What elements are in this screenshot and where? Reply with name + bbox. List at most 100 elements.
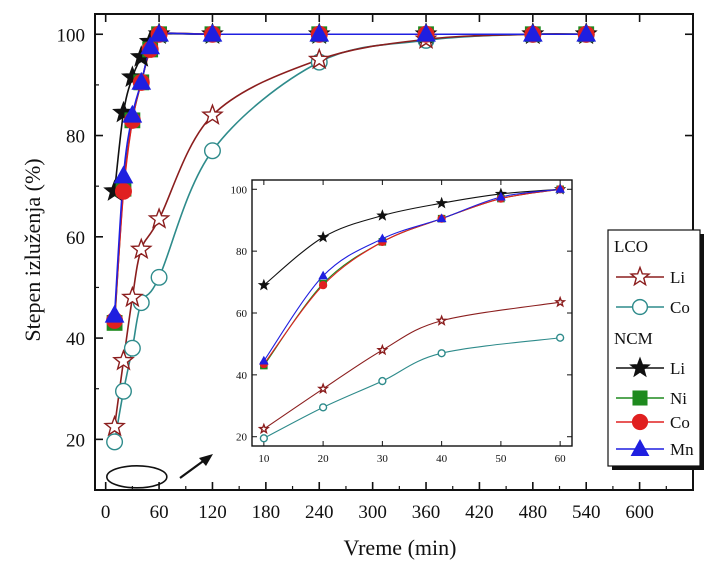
inset-data-point-ncm-co <box>318 281 328 290</box>
data-point-ncm-mn <box>113 165 134 184</box>
x-axis-label: Vreme (min) <box>344 535 457 560</box>
inset-data-point-lco-co <box>318 403 328 412</box>
legend-item-label: Ni <box>670 389 687 408</box>
data-point-ncm-co <box>114 182 132 200</box>
data-point-lco-co <box>123 339 141 357</box>
legend-marker-ncm-ni <box>632 390 648 406</box>
y-tick-label: 60 <box>66 228 85 249</box>
data-point-ncm-mn <box>122 104 143 123</box>
inset-data-point-lco-li <box>317 382 330 394</box>
y-tick-label: 80 <box>66 127 85 148</box>
inset-data-point-ncm-li <box>435 196 448 209</box>
x-tick-label: 120 <box>198 502 227 523</box>
inset-data-point-ncm-mn <box>318 270 328 280</box>
data-point-ncm-mn <box>416 23 436 42</box>
legend-marker-lco-co <box>631 298 649 316</box>
y-tick-label: 20 <box>66 430 85 451</box>
legend-group-label: NCM <box>614 329 653 348</box>
data-point-lco-li <box>307 47 331 70</box>
data-point-ncm-mn <box>576 23 597 42</box>
legend-item-label: Li <box>670 268 685 287</box>
x-tick-label: 540 <box>572 502 601 523</box>
legend-marker-ncm-mn <box>630 438 650 456</box>
inset-data-point-lco-li <box>554 295 567 308</box>
series-line-ncm-li <box>113 32 587 192</box>
zoom-arrow-head <box>199 454 213 466</box>
legend-marker-ncm-co <box>631 413 649 431</box>
legend-marker-ncm-li <box>629 356 651 378</box>
data-point-lco-co <box>150 268 168 286</box>
inset-y-tick-label: 100 <box>231 184 248 196</box>
x-tick-label: 480 <box>519 502 548 523</box>
legend-box <box>607 229 701 467</box>
data-point-lco-li <box>120 285 144 308</box>
series-line-lco-li <box>113 33 587 427</box>
data-point-ncm-mn <box>149 23 169 42</box>
legend: LCO Li Co NCM Li Ni Co Mn <box>607 229 704 470</box>
data-point-lco-li <box>147 207 171 229</box>
inset-x-tick-label: 50 <box>495 453 507 465</box>
data-point-lco-co <box>106 433 124 451</box>
y-tick-label: 100 <box>57 25 86 46</box>
inset-data-point-ncm-mn <box>377 233 388 243</box>
inset-data-point-lco-co <box>259 434 268 443</box>
x-tick-label: 180 <box>252 502 281 523</box>
inset-data-point-ncm-mn <box>496 191 506 201</box>
zoom-callout <box>106 454 213 489</box>
inset-x-tick-label: 60 <box>555 453 567 465</box>
legend-item-label: Mn <box>670 440 694 459</box>
inset-data-point-lco-co <box>378 376 387 386</box>
inset-data-point-lco-li <box>435 314 448 326</box>
legend-group-label: LCO <box>614 237 648 256</box>
legend-item-label: Co <box>670 413 690 432</box>
inset-x-tick-label: 10 <box>258 453 270 465</box>
inset-data-point-ncm-mn <box>555 184 565 193</box>
x-tick-label: 60 <box>150 502 169 523</box>
data-point-lco-co <box>203 142 221 160</box>
x-tick-label: 240 <box>305 502 334 523</box>
y-tick-label: 40 <box>66 329 85 350</box>
inset-data-point-ncm-mn <box>436 213 447 223</box>
inset-x-tick-label: 20 <box>318 453 330 465</box>
inset-data-point-ncm-li <box>257 278 270 291</box>
zoom-ellipse <box>106 465 168 489</box>
inset-y-tick-label: 40 <box>236 370 248 382</box>
data-point-ncm-mn <box>131 71 152 90</box>
data-point-ncm-mn <box>140 36 161 55</box>
data-point-ncm-mn <box>202 23 223 42</box>
inset-data-point-lco-li <box>376 343 389 356</box>
zoom-arrow-shaft <box>179 458 207 479</box>
data-point-lco-li <box>103 414 126 437</box>
inset-frame <box>251 179 573 447</box>
y-axis-label: Stepen izluženja (%) <box>20 158 45 341</box>
inset-data-point-lco-li <box>257 422 270 435</box>
x-tick-label: 0 <box>101 502 111 523</box>
legend-item-label: Li <box>670 359 685 378</box>
inset-data-point-ncm-mn <box>259 355 269 365</box>
legend-marker-lco-li <box>629 265 651 287</box>
data-point-ncm-mn <box>522 23 543 42</box>
data-point-lco-li <box>112 348 135 371</box>
inset-x-tick-label: 40 <box>436 453 448 465</box>
data-point-lco-li <box>201 103 224 125</box>
x-tick-label: 420 <box>465 502 494 523</box>
inset-y-tick-label: 80 <box>236 246 248 258</box>
inset-data-point-lco-co <box>556 333 565 342</box>
main-plot: 0 60 120 180 240 300 360 420 480 540 6002040608010… <box>57 13 694 523</box>
legend-item-label: Co <box>670 298 690 317</box>
data-point-lco-co <box>114 382 132 400</box>
data-point-ncm-mn <box>309 23 330 42</box>
x-tick-label: 300 <box>358 502 387 523</box>
x-tick-label: 600 <box>625 502 654 523</box>
inset-x-tick-label: 30 <box>377 453 389 465</box>
data-point-lco-li <box>129 237 153 260</box>
inset-data-point-ncm-li <box>317 230 330 243</box>
inset-y-tick-label: 20 <box>236 432 248 444</box>
inset-data-point-ncm-li <box>376 209 389 221</box>
inset-plot: 10 20 30 40 50 60 20 40 60 80 100 <box>231 179 573 465</box>
inset-data-point-lco-co <box>437 349 446 358</box>
inset-y-tick-label: 60 <box>236 308 248 320</box>
data-point-ncm-mn <box>104 304 125 323</box>
x-tick-label: 360 <box>412 502 441 523</box>
